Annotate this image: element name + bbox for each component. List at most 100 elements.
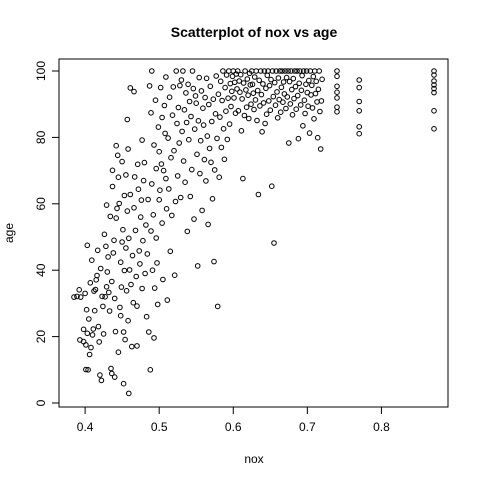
data-point: [143, 222, 149, 228]
data-point: [255, 191, 262, 198]
data-point: [291, 68, 298, 74]
data-point: [160, 167, 167, 174]
data-point: [209, 196, 216, 202]
data-point: [184, 228, 191, 235]
data-point: [220, 126, 227, 132]
data-point: [206, 101, 212, 108]
data-point: [105, 254, 111, 260]
data-point: [249, 81, 256, 88]
data-point: [131, 88, 137, 95]
data-point: [188, 113, 194, 120]
data-point: [97, 372, 103, 378]
data-point: [157, 187, 163, 193]
data-point: [115, 349, 122, 356]
data-point: [286, 78, 293, 85]
data-point: [197, 170, 203, 177]
data-point: [221, 156, 228, 163]
data-point: [262, 120, 268, 127]
data-point: [431, 126, 437, 132]
data-point: [173, 68, 179, 74]
data-point: [260, 81, 266, 87]
data-point: [217, 114, 223, 120]
data-point: [180, 68, 186, 74]
data-point: [111, 295, 118, 302]
data-point: [159, 114, 165, 121]
data-point: [121, 192, 128, 199]
data-point: [149, 68, 155, 74]
data-point: [206, 145, 213, 152]
y-tick-label: 20: [34, 330, 48, 344]
data-point: [185, 81, 191, 88]
data-point: [294, 92, 301, 99]
data-point: [151, 142, 157, 148]
data-point: [130, 299, 137, 306]
data-point: [203, 178, 209, 184]
data-point: [154, 260, 160, 266]
data-point: [180, 158, 187, 164]
data-point: [115, 174, 122, 180]
data-point: [117, 304, 123, 311]
data-point: [127, 85, 134, 91]
data-point: [118, 284, 125, 290]
x-tick-label: 0.5: [151, 420, 168, 434]
data-point: [144, 251, 151, 257]
data-point: [126, 235, 132, 242]
data-point: [95, 323, 102, 330]
data-point: [356, 77, 363, 83]
data-point: [317, 108, 323, 115]
data-point: [146, 83, 153, 89]
data-point: [334, 68, 340, 74]
data-point: [114, 152, 121, 159]
data-point: [279, 68, 285, 74]
data-point: [236, 78, 242, 84]
data-point: [114, 205, 120, 212]
data-point: [111, 237, 117, 244]
data-point: [113, 142, 119, 149]
data-point: [177, 82, 183, 89]
data-point: [159, 220, 165, 226]
data-point: [199, 207, 205, 214]
data-point: [146, 329, 152, 335]
data-point: [134, 343, 140, 349]
data-point: [97, 265, 104, 272]
data-point: [223, 108, 229, 114]
data-point: [71, 294, 77, 300]
data-point: [194, 263, 201, 269]
data-point: [251, 74, 258, 80]
data-point: [285, 68, 291, 74]
data-point: [248, 101, 254, 107]
data-point: [98, 377, 105, 384]
data-point: [334, 104, 340, 110]
data-point: [74, 293, 80, 300]
data-point: [275, 75, 282, 81]
data-point: [289, 86, 295, 93]
data-point: [125, 146, 131, 152]
data-point: [86, 316, 92, 322]
data-point: [292, 83, 299, 90]
data-point: [91, 307, 98, 314]
data-point: [163, 74, 169, 80]
data-point: [145, 196, 151, 203]
data-point: [274, 115, 281, 121]
data-point: [166, 94, 173, 100]
data-point: [84, 242, 91, 249]
data-point: [282, 68, 288, 74]
data-point: [166, 186, 172, 192]
data-point: [103, 202, 110, 208]
data-point: [183, 119, 190, 126]
data-point: [84, 330, 91, 337]
data-point: [250, 90, 257, 96]
data-point: [136, 248, 142, 254]
data-point: [138, 197, 145, 203]
data-point: [83, 342, 89, 348]
data-point: [314, 99, 320, 105]
data-point: [170, 84, 177, 90]
data-point: [302, 110, 308, 117]
data-point: [286, 140, 292, 146]
data-point: [266, 98, 272, 104]
data-point: [224, 136, 231, 143]
data-point: [102, 294, 108, 300]
data-point: [208, 159, 214, 166]
data-point: [152, 97, 159, 103]
